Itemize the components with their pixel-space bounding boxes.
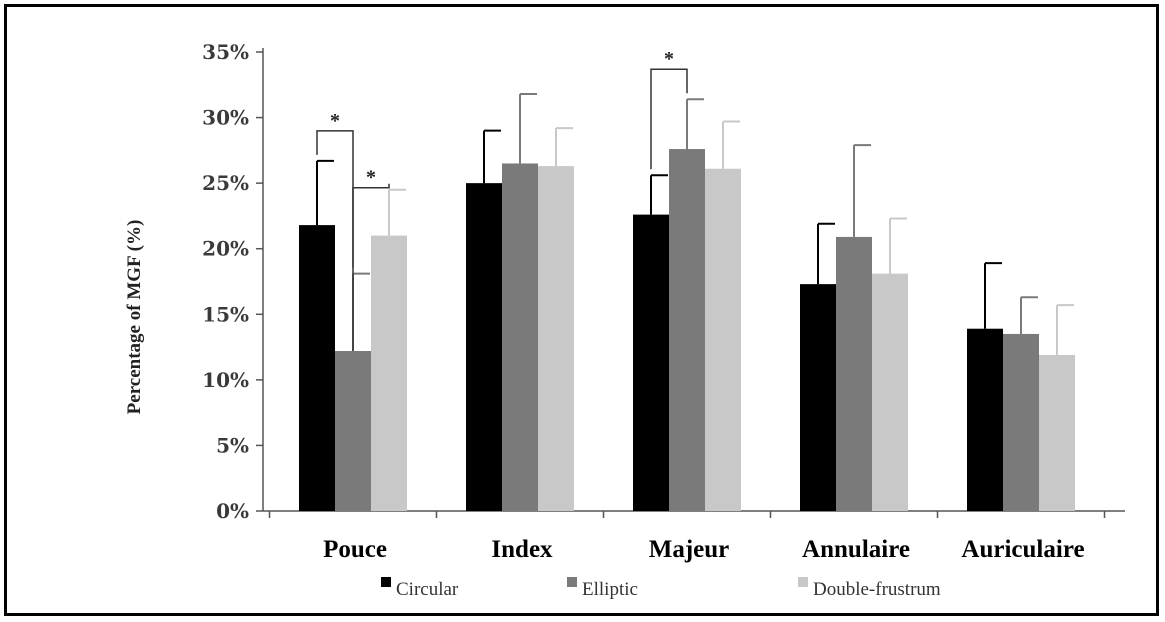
y-tick-label: 0% <box>216 499 249 523</box>
bar <box>1003 333 1039 511</box>
legend-swatch <box>567 577 577 587</box>
y-tick-label: 35% <box>202 40 249 64</box>
significance-star: * <box>664 48 674 70</box>
chart-frame <box>4 4 1159 616</box>
category-label: Majeur <box>649 536 730 563</box>
bar <box>669 149 705 511</box>
bar <box>705 168 741 511</box>
bar <box>371 235 407 511</box>
bar <box>502 163 538 511</box>
significance-star: * <box>366 167 376 189</box>
legend-swatch <box>798 577 808 587</box>
legend-label: Elliptic <box>582 579 638 600</box>
significance-bracket <box>650 68 688 170</box>
legend-label: Circular <box>396 579 459 600</box>
legend-swatch <box>381 577 391 587</box>
y-tick-label: 15% <box>202 302 249 326</box>
category-label: Index <box>491 536 553 563</box>
significance-bracket <box>352 183 390 352</box>
legend-label: Double-frustrum <box>813 579 941 600</box>
bar <box>335 351 371 511</box>
y-tick-label: 10% <box>202 368 249 392</box>
bar <box>299 225 335 511</box>
bar <box>466 183 502 511</box>
bar <box>967 328 1003 511</box>
category-labels: Pouce Index Majeur Annulaire Auriculaire <box>323 536 1085 563</box>
y-axis-title: Percentage of MGF (%) <box>124 220 145 415</box>
bars <box>299 149 1075 512</box>
bar <box>1039 354 1075 511</box>
y-tick-label: 30% <box>202 106 249 130</box>
y-tick-label: 20% <box>202 237 249 261</box>
category-label: Pouce <box>323 536 387 563</box>
y-tick-label: 25% <box>202 171 249 195</box>
bar <box>633 214 669 512</box>
bar <box>538 166 574 511</box>
category-label: Annulaire <box>802 536 910 563</box>
significance-star: * <box>330 110 340 132</box>
bar <box>872 273 908 511</box>
significance-markers: * * * <box>316 48 688 352</box>
bar <box>800 284 836 511</box>
bar <box>836 236 872 511</box>
legend: Circular Elliptic Double-frustrum <box>381 577 941 600</box>
category-label: Auriculaire <box>961 536 1084 563</box>
y-axis-title-group: Percentage of MGF (%) <box>124 220 145 415</box>
y-tick-label: 5% <box>216 433 249 457</box>
